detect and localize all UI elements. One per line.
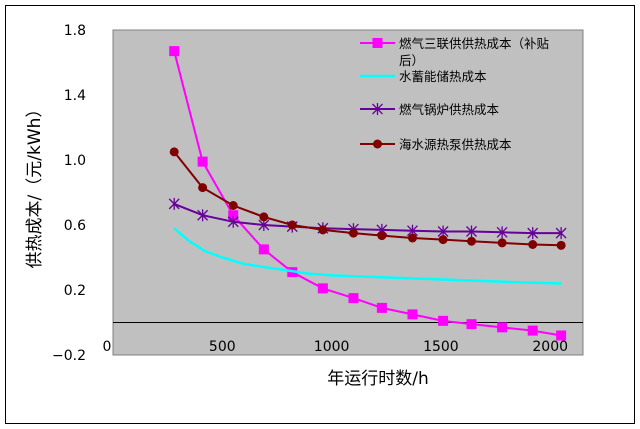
legend-label: 燃气锅炉供热成本 <box>399 102 500 117</box>
series-line <box>173 151 562 247</box>
y-tick-label: 0.6 <box>64 218 86 234</box>
data-point <box>467 236 477 246</box>
series <box>173 227 562 285</box>
legend-label: 海水源热泵供热成本 <box>399 137 512 152</box>
series-layer <box>168 46 567 341</box>
x-axis-ticks: 500 1000 1500 2000 <box>209 339 568 355</box>
y-tick-label: 1.4 <box>64 88 86 104</box>
data-point <box>407 233 417 243</box>
plot-area <box>112 29 584 356</box>
data-point <box>438 235 448 245</box>
series <box>169 46 567 341</box>
data-point <box>169 46 180 57</box>
data-point <box>376 302 387 313</box>
legend-label: 燃气三联供供热成本（补贴 <box>399 36 549 51</box>
data-point <box>317 283 328 294</box>
data-point <box>227 215 239 228</box>
x-tick-label: 500 <box>209 339 236 355</box>
y-tick-label: −0.2 <box>52 348 86 364</box>
data-point <box>228 210 239 221</box>
series-line <box>173 227 562 285</box>
data-point <box>527 227 539 240</box>
series-line <box>173 50 562 337</box>
y-tick-label: 1.0 <box>64 153 86 169</box>
data-point <box>497 238 507 248</box>
data-point <box>496 226 508 239</box>
data-point <box>555 227 567 240</box>
data-point <box>407 309 418 320</box>
data-point <box>373 139 382 149</box>
data-point <box>527 325 538 336</box>
y-axis-ticks: 1.8 1.4 1.0 0.6 0.2 −0.2 <box>52 23 86 364</box>
data-point <box>377 231 387 241</box>
data-point <box>228 201 238 210</box>
data-point <box>497 322 508 333</box>
data-point <box>348 228 358 238</box>
data-point <box>372 38 383 48</box>
data-point <box>287 220 297 230</box>
data-point <box>466 225 477 238</box>
data-point <box>197 156 208 167</box>
data-point <box>169 147 179 157</box>
legend-label-continued: 后） <box>399 53 424 68</box>
data-point <box>556 330 567 341</box>
data-point <box>528 240 538 249</box>
data-point <box>259 212 269 222</box>
x-axis-title: 年运行时数/h <box>327 369 429 389</box>
data-point <box>198 183 208 193</box>
y-tick-label: 0.2 <box>64 283 86 299</box>
x-tick-label: 2000 <box>532 339 568 355</box>
data-point <box>372 103 383 115</box>
data-point <box>438 315 449 326</box>
x-origin-label: 0 <box>103 339 112 355</box>
series-line <box>173 202 562 235</box>
legend-item: 燃气锅炉供热成本 <box>360 102 500 117</box>
legend-item: 海水源热泵供热成本 <box>360 137 512 152</box>
series <box>169 147 566 250</box>
legend-item: 燃气三联供供热成本（补贴后） <box>360 36 549 68</box>
data-point <box>556 240 566 250</box>
y-tick-label: 1.8 <box>64 23 86 39</box>
y-axis-title: 供热成本/（元/kWh） <box>25 101 45 269</box>
data-point <box>318 225 328 235</box>
x-tick-label: 1500 <box>423 339 459 355</box>
data-point <box>197 209 209 222</box>
data-point <box>348 293 359 304</box>
data-point <box>168 197 180 210</box>
data-point <box>466 319 477 330</box>
legend-label: 水蓄能储热成本 <box>399 69 487 84</box>
x-tick-label: 1000 <box>314 339 350 355</box>
legend-item: 水蓄能储热成本 <box>360 69 487 84</box>
data-point <box>258 244 269 255</box>
